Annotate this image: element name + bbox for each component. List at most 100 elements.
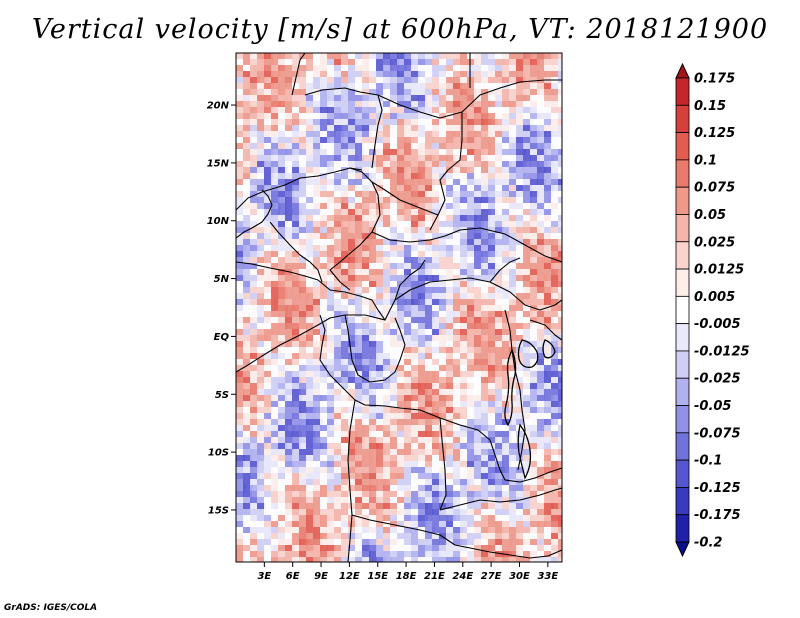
- field-cell: [397, 551, 405, 557]
- field-cell: [495, 317, 505, 323]
- colorbar-top-triangle: [675, 62, 690, 79]
- field-cell: [292, 239, 302, 245]
- field-cell: [292, 53, 302, 59]
- field-cell: [467, 521, 477, 527]
- field-cell: [334, 431, 342, 437]
- field-cell: [292, 179, 299, 185]
- field-cell: [495, 419, 504, 425]
- field-cell: [551, 275, 559, 281]
- field-cell: [390, 341, 398, 347]
- field-cell: [495, 191, 502, 197]
- field-cell: [243, 227, 250, 233]
- field-cell: [299, 419, 308, 425]
- field-cell: [544, 143, 554, 149]
- field-cell: [397, 287, 404, 293]
- field-cell: [439, 509, 449, 515]
- field-cell: [467, 389, 475, 395]
- field-cell: [341, 185, 350, 191]
- field-cell: [425, 383, 434, 389]
- field-cell: [474, 71, 481, 77]
- field-cell: [404, 143, 413, 149]
- field-cell: [397, 539, 407, 545]
- field-cell: [495, 407, 505, 413]
- field-cell: [411, 149, 421, 155]
- field-cell: [460, 347, 468, 353]
- field-cell: [306, 233, 315, 239]
- field-cell: [551, 251, 560, 257]
- field-cell: [327, 65, 334, 71]
- field-cell: [404, 53, 413, 59]
- field-cell: [432, 197, 439, 203]
- field-cell: [271, 347, 281, 353]
- field-cell: [243, 419, 252, 425]
- plot-frame: [235, 52, 563, 563]
- field-cell: [292, 389, 301, 395]
- field-cell: [236, 419, 243, 425]
- field-cell: [306, 107, 316, 113]
- field-cell: [278, 113, 287, 119]
- field-cell: [236, 101, 245, 107]
- field-cell: [453, 365, 461, 371]
- field-cell: [369, 347, 376, 353]
- field-cell: [502, 491, 510, 497]
- field-cell: [537, 443, 546, 449]
- field-cell: [460, 263, 470, 269]
- field-cell: [544, 131, 552, 137]
- field-cell: [285, 545, 295, 551]
- field-cell: [306, 113, 316, 119]
- field-cell: [362, 59, 371, 65]
- field-cell: [327, 119, 334, 125]
- field-cell: [299, 323, 308, 329]
- field-cell: [313, 161, 321, 167]
- field-cell: [537, 539, 545, 545]
- field-cell: [432, 221, 440, 227]
- field-cell: [383, 383, 391, 389]
- field-cell: [271, 71, 281, 77]
- field-cell: [488, 491, 497, 497]
- field-cell: [327, 227, 334, 233]
- field-cell: [495, 545, 502, 551]
- field-cell: [481, 485, 489, 491]
- field-cell: [509, 527, 517, 533]
- field-cell: [257, 239, 266, 245]
- field-cell: [292, 173, 301, 179]
- field-cell: [432, 521, 439, 527]
- field-cell: [348, 137, 355, 143]
- field-cell: [530, 515, 539, 521]
- field-cell: [544, 185, 554, 191]
- field-cell: [523, 497, 531, 503]
- field-cell: [439, 437, 449, 443]
- field-cell: [446, 449, 456, 455]
- field-cell: [264, 497, 272, 503]
- field-cell: [348, 557, 357, 562]
- field-cell: [313, 377, 323, 383]
- lon-tick-label: 6E: [286, 571, 300, 582]
- field-cell: [271, 269, 278, 275]
- field-cell: [292, 419, 300, 425]
- field-cell: [404, 101, 412, 107]
- field-cell: [544, 233, 553, 239]
- field-cell: [432, 113, 441, 119]
- colorbar-segment: [675, 159, 690, 188]
- field-cell: [327, 191, 334, 197]
- field-cell: [306, 299, 315, 305]
- field-cell: [334, 305, 342, 311]
- colorbar-label: -0.025: [694, 372, 741, 387]
- field-cell: [327, 77, 336, 83]
- field-cell: [292, 101, 301, 107]
- field-cell: [558, 359, 562, 365]
- field-cell: [397, 509, 405, 515]
- field-cell: [404, 275, 414, 281]
- field-cell: [432, 149, 441, 155]
- field-cell: [523, 155, 531, 161]
- field-cell: [243, 149, 250, 155]
- field-cell: [467, 539, 475, 545]
- field-cell: [439, 233, 446, 239]
- field-cell: [376, 59, 383, 65]
- field-cell: [432, 461, 441, 467]
- field-cell: [397, 239, 405, 245]
- field-cell: [397, 527, 405, 533]
- field-cell: [383, 329, 391, 335]
- field-cell: [411, 389, 420, 395]
- field-cell: [516, 161, 526, 167]
